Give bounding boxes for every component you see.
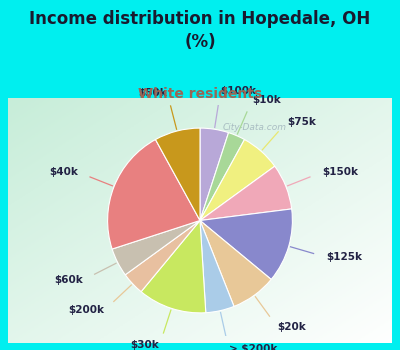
Wedge shape [141,220,206,313]
Wedge shape [112,220,200,275]
Text: $10k: $10k [252,95,281,105]
Text: $75k: $75k [287,117,316,127]
Text: $60k: $60k [54,275,83,285]
Text: $50k: $50k [139,89,167,98]
Text: > $200k: > $200k [229,344,277,350]
Wedge shape [200,220,271,306]
Text: $125k: $125k [326,252,362,262]
Text: $150k: $150k [322,167,358,177]
Wedge shape [156,128,200,220]
Text: $30k: $30k [131,340,160,350]
Wedge shape [108,140,200,249]
Text: White residents: White residents [138,88,262,102]
Text: $200k: $200k [68,305,104,315]
Text: $100k: $100k [220,86,256,96]
Wedge shape [200,140,275,220]
Text: $40k: $40k [49,167,78,177]
Wedge shape [200,220,234,313]
Text: City-Data.com: City-Data.com [223,124,287,133]
Text: Income distribution in Hopedale, OH
(%): Income distribution in Hopedale, OH (%) [29,10,371,51]
Wedge shape [200,128,228,220]
Wedge shape [200,166,292,220]
Wedge shape [125,220,200,292]
Text: $20k: $20k [277,322,306,332]
Wedge shape [200,209,292,279]
Wedge shape [200,133,244,220]
